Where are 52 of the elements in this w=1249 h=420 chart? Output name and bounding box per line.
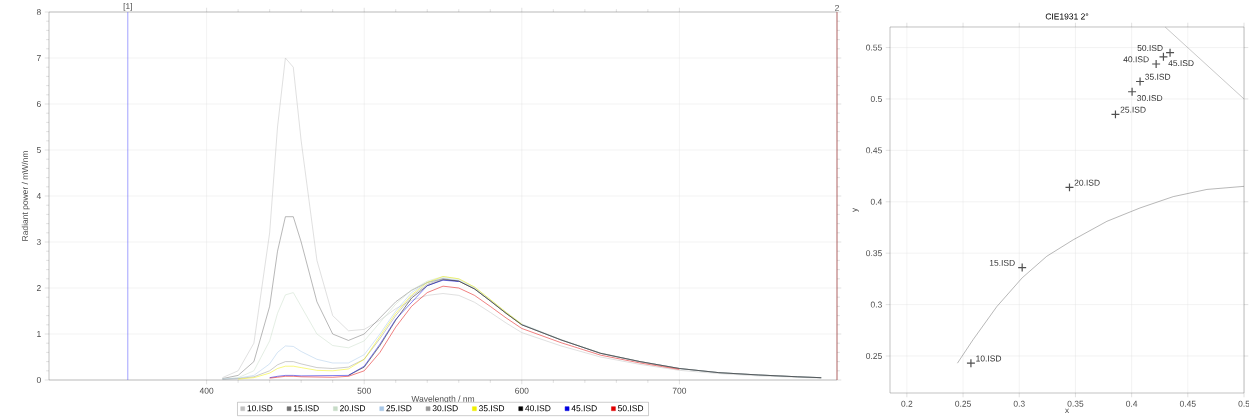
y-tick-label: 0.45 <box>866 147 882 154</box>
series-label: 25.ISD <box>1120 106 1146 113</box>
chart-title: CIE1931 2° <box>1045 13 1089 20</box>
x-tick-label: 0.35 <box>1067 400 1084 407</box>
y-tick-label: 1 <box>37 331 41 337</box>
x-tick-label: 600 <box>515 387 529 394</box>
x-tick-label: 700 <box>672 387 687 394</box>
y-tick-label: 0 <box>36 377 41 383</box>
y-tick-label: 2 <box>36 285 41 291</box>
x-tick-label: 500 <box>357 387 371 394</box>
series-label: 40.ISD <box>1123 56 1149 63</box>
legend-label: 30.ISD <box>432 405 458 412</box>
legend-label: 15.ISD <box>293 405 319 412</box>
x-tick-label: 0.4 <box>1126 400 1138 407</box>
series-label: 50.ISD <box>1137 45 1163 51</box>
y-tick-label: 3 <box>36 239 41 245</box>
x-tick-label: 0.3 <box>1013 400 1025 407</box>
series-label: 45.ISD <box>1168 60 1194 67</box>
text: 2 <box>835 4 839 11</box>
x-tick-label: 0.45 <box>1179 400 1196 407</box>
y-tick-label: 8 <box>36 9 41 15</box>
x-tick-label: 400 <box>199 387 214 394</box>
x-axis-title: Wavelength / nm <box>411 395 475 404</box>
legend-label: 35.ISD <box>478 405 505 412</box>
y-tick-label: 0.5 <box>870 95 882 102</box>
legend-label: 20.ISD <box>340 405 366 412</box>
text: [1] <box>123 2 132 11</box>
y-tick-label: 5 <box>36 147 41 153</box>
legend-label: 45.ISD <box>571 405 597 412</box>
y-tick-label: 0.3 <box>870 301 882 308</box>
y-tick-label: 7 <box>36 55 41 61</box>
series-label: 10.ISD <box>976 355 1002 362</box>
y-tick-label: 4 <box>36 193 41 199</box>
y-tick-label: 0.35 <box>866 250 882 257</box>
y-tick-label: 0.4 <box>870 198 882 205</box>
x-tick-label: 0.2 <box>901 400 913 407</box>
series-label: 35.ISD <box>1145 73 1171 80</box>
series-label: 30.ISD <box>1137 95 1163 102</box>
y-tick-label: 6 <box>36 101 41 107</box>
legend-label: 25.ISD <box>386 405 412 412</box>
series-label: 20.ISD <box>1074 179 1100 186</box>
x-tick-label: 0.25 <box>955 400 971 407</box>
y-axis-title: y <box>852 207 859 213</box>
y-tick-label: 0.25 <box>866 353 882 359</box>
legend-label: 50.ISD <box>618 405 644 412</box>
x-axis-title: x <box>1064 408 1070 414</box>
y-tick-label: 0.55 <box>866 44 882 51</box>
legend-label: 40.ISD <box>525 405 551 412</box>
x-tick-label: 0.5 <box>1238 400 1249 407</box>
series-label: 15.ISD <box>989 259 1015 266</box>
legend-label: 10.ISD <box>247 405 273 412</box>
y-axis-title: Radiant power / mW/nm <box>21 151 30 241</box>
